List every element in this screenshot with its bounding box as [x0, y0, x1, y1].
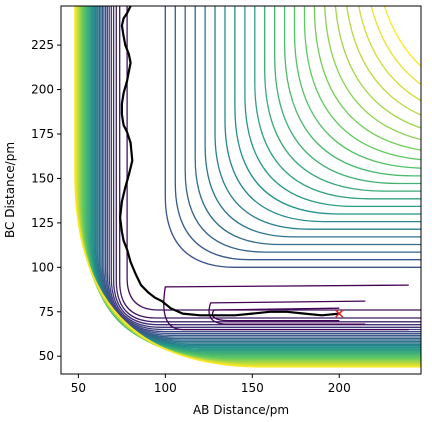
contour-line: [204, 6, 421, 238]
y-tick-label: 150: [31, 171, 54, 185]
contour-line: [194, 6, 421, 246]
x-axis-label: AB Distance/pm: [193, 403, 289, 417]
contour-line: [313, 6, 421, 151]
contour-line: [163, 284, 409, 331]
contour-line: [184, 6, 421, 253]
contour-line: [106, 6, 421, 333]
contour-line: [264, 6, 421, 192]
contour-line: [119, 6, 421, 319]
contour-line: [358, 6, 421, 102]
y-axis-label: BC Distance/pm: [3, 142, 17, 238]
contour-line: [293, 6, 421, 169]
y-tick-label: 100: [31, 260, 54, 274]
contour-line: [274, 6, 421, 185]
contour-line: [370, 6, 421, 86]
y-axis-ticks: 50 75 100 125 150 175 200 225: [31, 38, 61, 363]
contour-line: [224, 6, 421, 223]
contour-line: [208, 300, 366, 325]
x-tick-label: 150: [241, 381, 264, 395]
y-tick-label: 50: [39, 349, 54, 363]
trajectory-layer: [118, 6, 344, 318]
contour-line: [110, 6, 421, 328]
contour-line: [126, 6, 421, 311]
trajectory-line: [118, 6, 340, 317]
contour-line: [211, 307, 340, 322]
contour-line: [214, 6, 421, 230]
contour-line: [383, 6, 421, 67]
x-axis-ticks: 50 100 150 200: [71, 374, 351, 395]
contour-line: [108, 6, 421, 331]
x-tick-label: 200: [328, 381, 351, 395]
contour-line: [303, 6, 421, 161]
contour-line: [74, 6, 421, 368]
contour-line: [334, 6, 421, 129]
y-tick-label: 75: [39, 305, 54, 319]
y-tick-label: 200: [31, 83, 54, 97]
contour-line: [254, 6, 421, 200]
contour-line: [115, 6, 421, 323]
x-tick-label: 50: [71, 381, 86, 395]
contour-line: [234, 6, 421, 215]
contour-line: [112, 6, 421, 326]
contour-line: [104, 6, 421, 335]
plot-frame: [60, 5, 422, 375]
contour-line: [164, 6, 421, 268]
start-marker: [335, 309, 344, 318]
contour-lines: [74, 6, 421, 368]
contour-line: [324, 6, 421, 141]
y-tick-label: 175: [31, 127, 54, 141]
x-tick-label: 100: [154, 381, 177, 395]
y-tick-label: 125: [31, 216, 54, 230]
y-tick-label: 225: [31, 38, 54, 52]
contour-line: [244, 6, 421, 208]
contour-line: [174, 6, 421, 261]
contour-line: [346, 6, 421, 116]
contour-line: [283, 6, 421, 177]
